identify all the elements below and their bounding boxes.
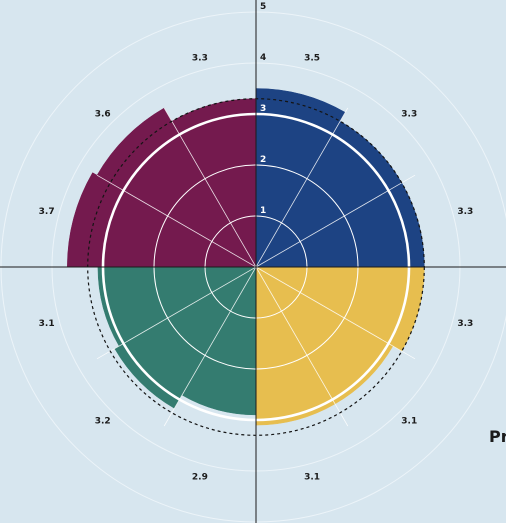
radial-tick-label-2: 2 <box>260 155 266 165</box>
bar-segment-1 <box>255 88 346 268</box>
radial-tick-label-4: 4 <box>260 53 266 63</box>
radial-tick-label-3: 3 <box>260 104 266 114</box>
bar-segment-8 <box>114 266 257 409</box>
value-label-4: 3.3 <box>457 319 473 329</box>
value-label-5: 3.1 <box>401 416 417 426</box>
radial-tick-label-1: 1 <box>260 206 266 216</box>
value-label-2: 3.3 <box>401 110 417 120</box>
value-label-10: 3.7 <box>39 207 55 217</box>
bar-segment-3 <box>255 182 425 268</box>
bar-segment-12 <box>171 98 257 268</box>
value-label-8: 3.2 <box>95 416 111 426</box>
value-label-9: 3.1 <box>39 319 55 329</box>
value-labels: 1 2 3 4 5 3.5 3.3 3.3 3.3 3.1 3.1 2.9 3.2 3.1 3.7 3.6 3.… <box>39 2 474 482</box>
cut-off-title-text: Pr <box>489 427 506 446</box>
bar-segment-10 <box>67 172 257 268</box>
bar-segments <box>67 88 425 426</box>
value-label-1: 3.5 <box>304 54 320 64</box>
radial-tick-label-5: 5 <box>260 2 266 12</box>
value-label-12: 3.3 <box>192 54 208 64</box>
value-label-7: 2.9 <box>192 472 208 482</box>
value-label-3: 3.3 <box>457 207 473 217</box>
value-label-11: 3.6 <box>95 110 111 120</box>
value-label-6: 3.1 <box>304 472 320 482</box>
